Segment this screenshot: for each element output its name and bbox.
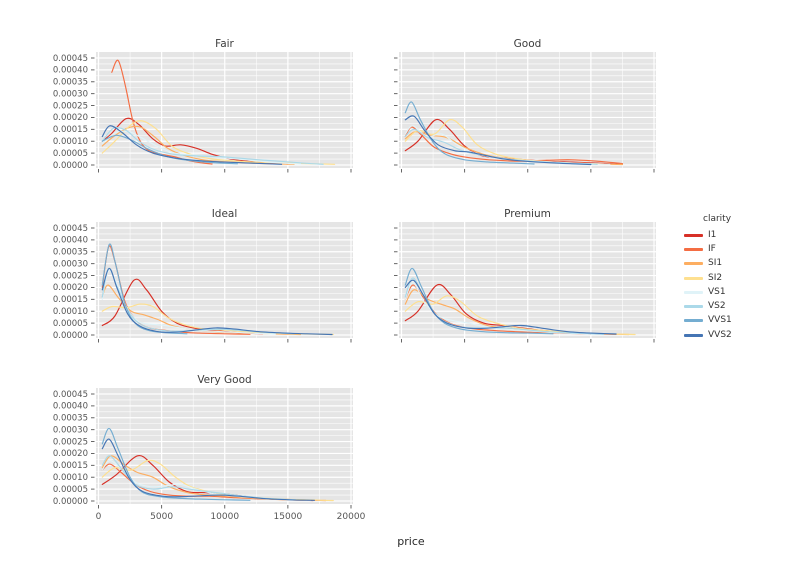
y-tick-label: 0.00040 (53, 402, 88, 412)
facet-title: Ideal (212, 208, 238, 220)
facet-panel-premium: Premium (394, 208, 656, 343)
density-curve-vvs2 (404, 115, 592, 166)
legend-line-swatch (684, 333, 703, 337)
density-curve-vs1 (101, 269, 276, 335)
x-tick-label: 0 (96, 512, 102, 522)
y-tick-label: 0.00030 (53, 259, 88, 269)
x-axis-title: price (397, 535, 425, 548)
facet-panel-fair: 0.00000 0.00005 0.00010 0.00015 0.00020 0.000… (53, 38, 353, 173)
y-tick-label: 0.00020 (53, 283, 88, 293)
legend-item-label: VVS2 (708, 329, 732, 340)
density-curve-vvs1 (101, 134, 238, 165)
density-curve-if (404, 126, 623, 165)
legend-item-label: VS2 (708, 301, 726, 312)
legend-item-vs2: VS2 (684, 299, 732, 313)
density-curve-vvs2 (404, 279, 617, 335)
y-tick-label: 0.00010 (53, 307, 88, 317)
y-tick-label: 0.00040 (53, 66, 88, 76)
facet-title: Good (514, 38, 542, 50)
y-tick-label: 0.00000 (53, 497, 88, 507)
y-tick-label: 0.00015 (53, 461, 88, 471)
density-curve-vvs1 (404, 101, 535, 165)
facet-title: Premium (504, 208, 551, 220)
y-tick-label: 0.00035 (53, 248, 88, 258)
legend-item-vvs1: VVS1 (684, 314, 732, 328)
y-tick-label: 0.00045 (53, 390, 88, 400)
legend-item-si2: SI2 (684, 271, 732, 285)
legend-line-swatch (684, 305, 703, 309)
y-tick-label: 0.00035 (53, 78, 88, 88)
legend-item-label: IF (708, 243, 716, 254)
y-tick-label: 0.00000 (53, 331, 88, 341)
x-tick-label: 15000 (274, 512, 303, 522)
facet-title: Fair (215, 38, 234, 50)
legend-line-swatch (684, 276, 703, 280)
legend-item-label: VVS1 (708, 315, 732, 326)
y-tick-label: 0.00010 (53, 473, 88, 483)
y-tick-label: 0.00025 (53, 437, 88, 447)
legend-item-label: I1 (708, 229, 717, 240)
density-curve-vs2 (101, 126, 324, 165)
y-tick-label: 0.00025 (53, 101, 88, 111)
legend-item-vs1: VS1 (684, 285, 732, 299)
density-curve-vvs1 (404, 267, 554, 335)
legend-item-vvs2: VVS2 (684, 328, 732, 342)
y-tick-label: 0.00035 (53, 414, 88, 424)
density-curve-vvs2 (101, 438, 315, 501)
x-tick-label: 5000 (150, 512, 173, 522)
y-tick-label: 0.00015 (53, 295, 88, 305)
y-tick-label: 0.00020 (53, 449, 88, 459)
y-tick-label: 0.00045 (53, 54, 88, 64)
legend: clarity I1 IF SI1 SI2 VS1 VS2 VVS1 VVS2 (684, 214, 732, 342)
x-tick-label: 10000 (210, 512, 239, 522)
legend-line-swatch (684, 290, 703, 294)
facet-panel-very-good: 0.00000 0.00005 0.00010 0.00015 0.00020 0.000… (53, 374, 366, 522)
y-tick-label: 0.00005 (53, 485, 88, 495)
y-tick-label: 0.00030 (53, 425, 88, 435)
legend-line-swatch (684, 233, 703, 237)
y-tick-label: 0.00005 (53, 319, 88, 329)
facet-panel-ideal: 0.00000 0.00005 0.00010 0.00015 0.00020 0.000… (53, 208, 353, 343)
legend-items: I1 IF SI1 SI2 VS1 VS2 VVS1 VVS2 (684, 228, 732, 342)
legend-item-si1: SI1 (684, 257, 732, 271)
y-tick-label: 0.00015 (53, 125, 88, 135)
y-tick-label: 0.00030 (53, 89, 88, 99)
y-tick-label: 0.00040 (53, 236, 88, 246)
y-tick-label: 0.00025 (53, 271, 88, 281)
legend-item-label: SI1 (708, 258, 723, 269)
y-tick-label: 0.00005 (53, 149, 88, 159)
y-tick-label: 0.00020 (53, 113, 88, 123)
density-curve-vvs2 (101, 267, 333, 336)
facet-panel-good: Good (394, 38, 656, 173)
density-curve-vvs2 (101, 125, 283, 165)
density-curve-vs1 (101, 130, 302, 165)
legend-line-swatch (684, 247, 703, 251)
y-tick-label: 0.00010 (53, 137, 88, 147)
legend-item-label: SI2 (708, 272, 723, 283)
legend-line-swatch (684, 319, 703, 323)
legend-item-i1: I1 (684, 228, 732, 242)
x-tick-label: 20000 (337, 512, 366, 522)
legend-item-label: VS1 (708, 286, 726, 297)
legend-item-if: IF (684, 242, 732, 256)
legend-title: clarity (703, 214, 732, 224)
y-tick-label: 0.00045 (53, 224, 88, 234)
density-curve-vvs1 (101, 427, 251, 501)
facet-title: Very Good (197, 374, 251, 386)
y-tick-label: 0.00000 (53, 161, 88, 171)
legend-line-swatch (684, 262, 703, 266)
